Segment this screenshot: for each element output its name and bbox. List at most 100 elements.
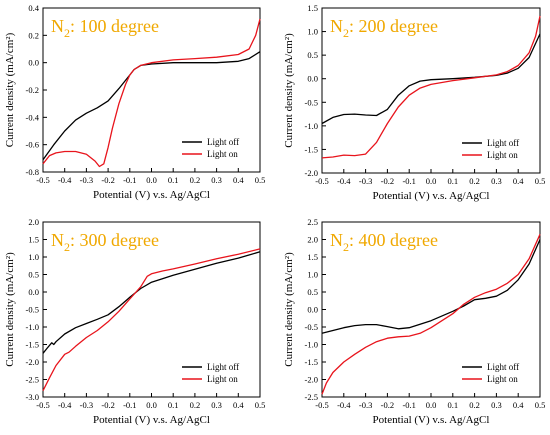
chart-title-rest: : 200 degree xyxy=(349,16,438,36)
chart-title-rest: : 100 degree xyxy=(70,16,159,36)
y-tick-label: -3.0 xyxy=(26,392,39,402)
x-tick-label: -0.5 xyxy=(315,176,328,186)
x-tick-label: 0.0 xyxy=(146,175,157,185)
y-tick-label: 0.5 xyxy=(28,270,39,280)
y-tick-label: -0.8 xyxy=(26,167,39,177)
legend-label: Light off xyxy=(207,362,239,372)
x-tick-label: 0.5 xyxy=(535,176,546,186)
x-tick-label: -0.1 xyxy=(402,400,415,410)
y-tick-label: -1.5 xyxy=(305,357,318,367)
series-line-light-off xyxy=(321,33,541,125)
x-tick-label: -0.4 xyxy=(337,176,351,186)
legend-label: Light on xyxy=(487,374,518,384)
y-tick-label: -2.5 xyxy=(26,375,39,385)
y-tick-label: 1.5 xyxy=(307,252,318,262)
x-tick-label: 0.4 xyxy=(513,176,524,186)
legend-label: Light off xyxy=(207,137,239,147)
y-tick-label: 0.2 xyxy=(28,30,39,40)
x-tick-label: -0.1 xyxy=(123,400,136,410)
y-tick-label: 0.0 xyxy=(307,305,318,315)
chart-title-main: N xyxy=(51,230,64,250)
y-tick-label: -0.6 xyxy=(26,140,39,150)
chart-panel-4: -0.5 -0.4 -0.3 -0.2 -0.1 0.0 0.1 0.2 0.3 0.4 0.5 -2… xyxy=(283,217,545,426)
x-tick-label: 0.5 xyxy=(255,400,266,410)
x-tick-label: -0.3 xyxy=(80,400,93,410)
chart-panel-2: -0.5 -0.4 -0.3 -0.2 -0.1 0.0 0.1 0.2 0.3 0.4 0.5 -2… xyxy=(283,3,545,202)
chart-panel-1: -0.5 -0.4 -0.3 -0.2 -0.1 0.0 0.1 0.2 0.3 0.4 0.5 -0… xyxy=(4,3,265,201)
x-tick-label: 0.3 xyxy=(491,400,502,410)
y-tick-label: 0.5 xyxy=(307,50,318,60)
x-tick-label: -0.2 xyxy=(381,400,394,410)
x-axis-label: Potential (V) v.s. Ag/AgCl xyxy=(93,189,210,201)
y-tick-label: 0.0 xyxy=(307,74,318,84)
legend-label: Light off xyxy=(487,362,519,372)
chart-title-subscript: 2 xyxy=(64,240,70,254)
legend-label: Light off xyxy=(487,138,519,148)
x-tick-label: -0.3 xyxy=(359,176,372,186)
x-axis-label: Potential (V) v.s. Ag/AgCl xyxy=(373,190,490,202)
x-tick-label: -0.2 xyxy=(101,400,114,410)
y-tick-label: -0.5 xyxy=(26,305,39,315)
chart-title-subscript: 2 xyxy=(343,240,349,254)
x-tick-label: 0.4 xyxy=(513,400,524,410)
chart-title-subscript: 2 xyxy=(64,26,70,40)
y-tick-label: -1.0 xyxy=(26,322,39,332)
y-tick-label: -2.0 xyxy=(26,357,39,367)
y-tick-label: -1.0 xyxy=(305,340,318,350)
series-line-light-on xyxy=(321,234,541,395)
chart-title-subscript: 2 xyxy=(343,26,349,40)
y-tick-label: 1.5 xyxy=(28,235,39,245)
chart-title-rest: : 400 degree xyxy=(349,230,438,250)
x-tick-label: 0.1 xyxy=(447,400,458,410)
chart-title: N2: 400 degree xyxy=(330,230,438,254)
chart-title: N2: 100 degree xyxy=(51,16,159,40)
x-tick-label: -0.5 xyxy=(36,175,49,185)
series-line-light-on xyxy=(321,15,541,159)
x-tick-label: 0.4 xyxy=(233,400,244,410)
y-tick-label: -2.0 xyxy=(305,168,318,178)
legend-label: Light on xyxy=(487,150,518,160)
x-tick-label: -0.2 xyxy=(381,176,394,186)
x-tick-label: 0.2 xyxy=(469,400,480,410)
y-tick-label: -0.5 xyxy=(305,322,318,332)
y-axis-label: Current density (mA/cm²) xyxy=(4,32,16,147)
x-tick-label: -0.4 xyxy=(58,175,72,185)
y-axis-label: Current density (mA/cm²) xyxy=(4,252,16,367)
x-tick-label: 0.2 xyxy=(190,400,201,410)
x-tick-label: 0.1 xyxy=(447,176,458,186)
x-tick-label: 0.1 xyxy=(168,400,179,410)
x-tick-label: 0.3 xyxy=(491,176,502,186)
chart-panel-3: -0.5 -0.4 -0.3 -0.2 -0.1 0.0 0.1 0.2 0.3 0.4 0.5 -3… xyxy=(4,217,265,426)
x-tick-label: -0.4 xyxy=(58,400,72,410)
y-tick-label: 2.0 xyxy=(307,235,318,245)
series-line-light-off xyxy=(321,239,541,334)
y-axis-label: Current density (mA/cm²) xyxy=(283,33,295,148)
x-tick-label: 0.0 xyxy=(426,400,437,410)
series-line-light-on xyxy=(42,248,261,391)
x-tick-label: -0.5 xyxy=(315,400,328,410)
y-axis-label: Current density (mA/cm²) xyxy=(283,252,295,367)
y-tick-label: -2.0 xyxy=(305,375,318,385)
x-axis-label: Potential (V) v.s. Ag/AgCl xyxy=(373,414,490,426)
x-tick-label: 0.2 xyxy=(190,175,201,185)
y-tick-label: 0.4 xyxy=(28,3,39,13)
y-tick-label: -0.4 xyxy=(26,112,40,122)
legend-label: Light on xyxy=(207,149,238,159)
y-tick-label: -1.0 xyxy=(305,121,318,131)
series-line-light-on xyxy=(42,18,261,168)
x-tick-label: 0.1 xyxy=(168,175,179,185)
chart-title: N2: 300 degree xyxy=(51,230,159,254)
y-tick-label: 0.5 xyxy=(307,287,318,297)
chart-title-main: N xyxy=(330,16,343,36)
x-tick-label: -0.1 xyxy=(123,175,136,185)
y-tick-label: 1.0 xyxy=(307,270,318,280)
chart-title-rest: : 300 degree xyxy=(70,230,159,250)
x-tick-label: 0.4 xyxy=(233,175,244,185)
y-tick-label: 2.5 xyxy=(307,217,318,227)
y-tick-label: 0.0 xyxy=(28,287,39,297)
y-tick-label: 1.0 xyxy=(307,27,318,37)
series-line-light-off xyxy=(42,251,261,354)
x-tick-label: 0.3 xyxy=(211,400,222,410)
y-tick-label: -0.5 xyxy=(305,97,318,107)
